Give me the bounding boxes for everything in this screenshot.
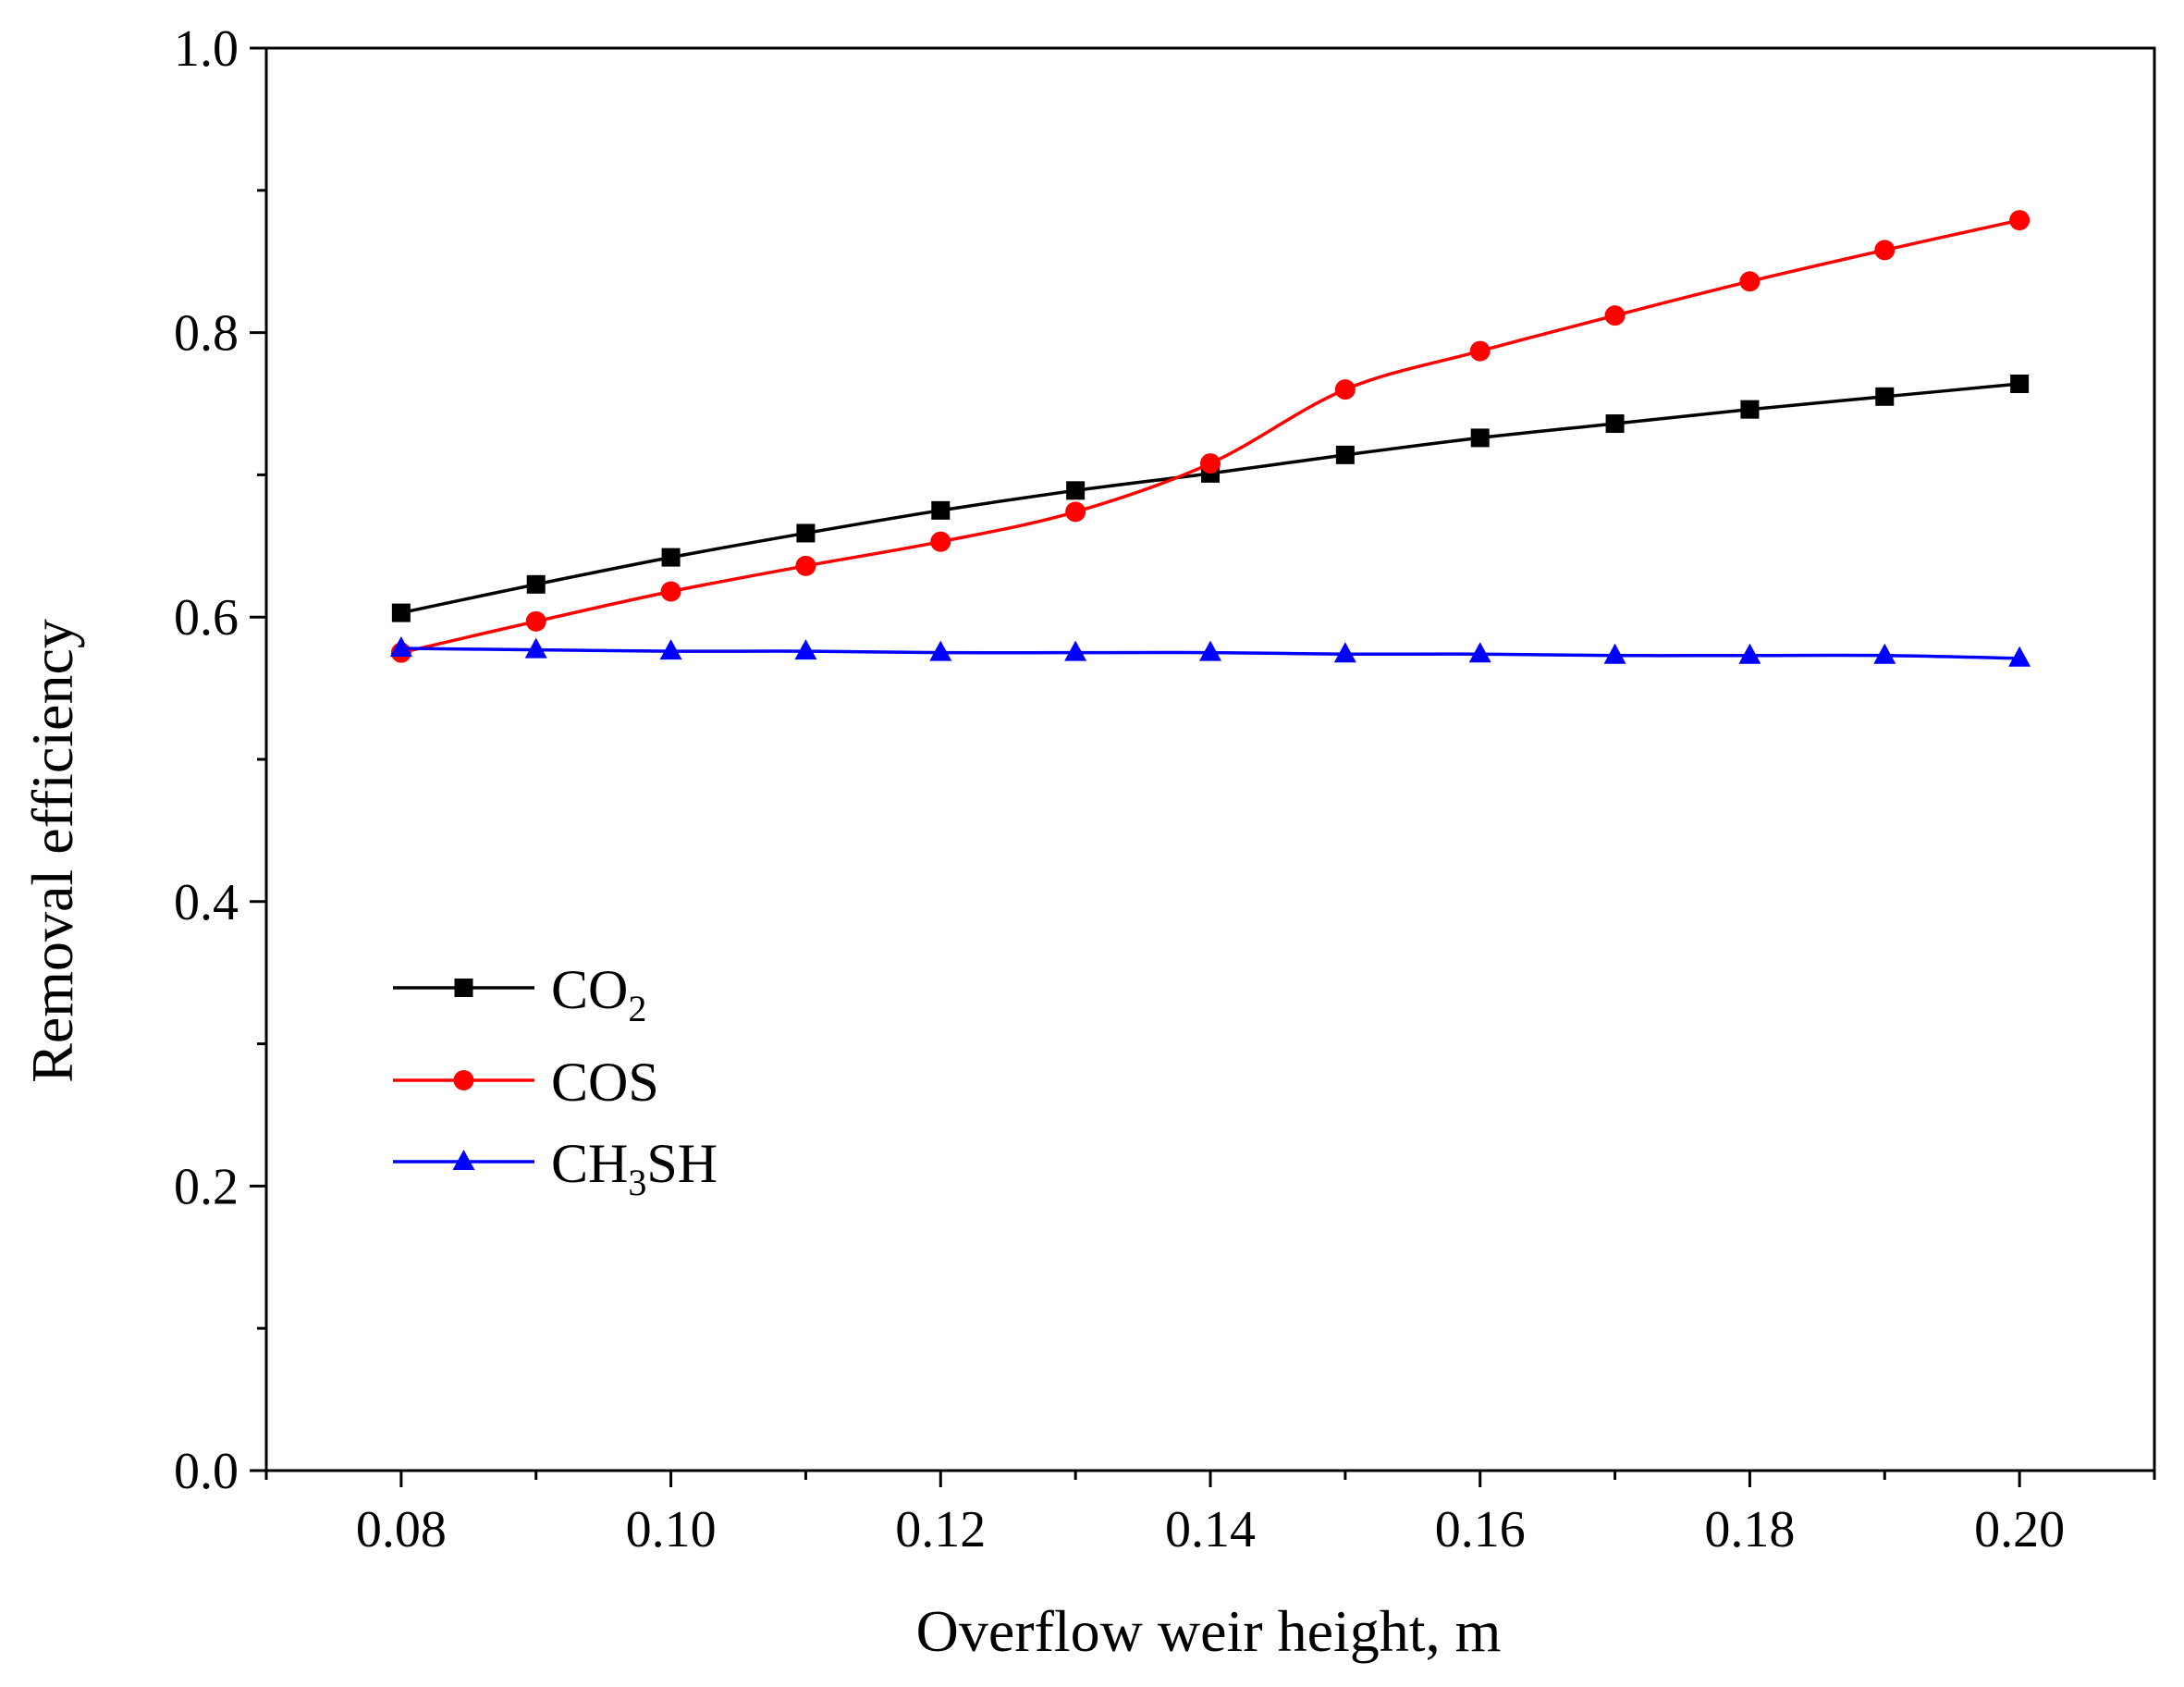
y-axis-label: Removal efficiency (19, 619, 85, 1083)
data-point-cos (2009, 210, 2031, 231)
data-point-cos (1604, 305, 1626, 326)
data-point-ch3sh (389, 636, 412, 658)
y-tick-label: 0.4 (174, 874, 239, 931)
data-point-co2 (1605, 414, 1625, 434)
data-point-cos (1739, 271, 1761, 292)
x-tick-label: 0.20 (1974, 1501, 2065, 1558)
legend-entry-co2: CO2 (393, 959, 646, 1029)
data-point-cos (1874, 240, 1896, 261)
plot-area (389, 210, 2031, 667)
x-tick-label: 0.18 (1704, 1501, 1795, 1558)
data-point-co2 (526, 574, 546, 594)
data-point-co2 (1335, 445, 1355, 464)
data-point-ch3sh (2008, 646, 2031, 667)
data-point-co2 (796, 523, 816, 543)
y-tick-label: 0.0 (174, 1443, 239, 1500)
axes: 0.08 0.10 0.12 0.14 0.16 0.18 0.20 0.0 0.2 0.4 0.6… (174, 20, 2156, 1558)
legend: CO2 COS CH3SH (393, 959, 718, 1203)
x-tick-label: 0.16 (1435, 1501, 1526, 1558)
x-tick-label: 0.14 (1165, 1501, 1256, 1558)
data-point-ch3sh (1333, 642, 1356, 663)
data-point-ch3sh (1603, 643, 1626, 664)
legend-label: CH3SH (551, 1133, 718, 1203)
data-point-ch3sh (929, 640, 952, 661)
data-point-ch3sh (1738, 643, 1761, 664)
data-point-ch3sh (1873, 643, 1896, 664)
y-tick-label: 0.2 (174, 1158, 239, 1215)
data-point-co2 (391, 603, 411, 622)
data-point-cos (795, 555, 816, 576)
data-point-co2 (931, 500, 951, 520)
data-point-cos (930, 531, 951, 552)
data-point-co2 (1066, 481, 1086, 500)
x-tick-label: 0.08 (356, 1501, 447, 1558)
legend-marker (454, 979, 473, 997)
data-point-co2 (1740, 400, 1760, 419)
data-point-ch3sh (1199, 640, 1221, 661)
x-tick-label: 0.10 (626, 1501, 717, 1558)
data-point-co2 (1470, 428, 1490, 448)
data-point-cos (525, 610, 546, 632)
data-point-ch3sh (794, 639, 817, 660)
legend-entry-cos: COS (393, 1052, 659, 1113)
series-ch3sh (389, 636, 2031, 667)
data-point-cos (1334, 379, 1356, 400)
y-tick-label: 0.8 (174, 305, 239, 363)
x-tick-label: 0.12 (895, 1501, 986, 1558)
data-point-co2 (2010, 374, 2030, 393)
legend-entry-ch3sh: CH3SH (393, 1133, 718, 1203)
data-point-cos (660, 581, 681, 602)
y-tick-label: 1.0 (174, 20, 239, 78)
data-point-co2 (1875, 387, 1895, 406)
data-point-cos (1065, 501, 1086, 523)
data-point-cos (1200, 453, 1221, 474)
legend-label: COS (551, 1052, 659, 1113)
x-axis-label: Overflow weir height, m (916, 1598, 1502, 1664)
legend-marker (453, 1070, 474, 1090)
data-point-ch3sh (1064, 640, 1087, 661)
legend-label: CO2 (551, 959, 646, 1029)
data-point-cos (1469, 340, 1491, 362)
data-point-co2 (661, 548, 681, 567)
y-tick-label: 0.6 (174, 589, 239, 646)
data-point-ch3sh (659, 639, 682, 660)
data-point-ch3sh (1468, 642, 1491, 663)
data-point-ch3sh (524, 637, 547, 659)
legend-marker (452, 1150, 475, 1170)
